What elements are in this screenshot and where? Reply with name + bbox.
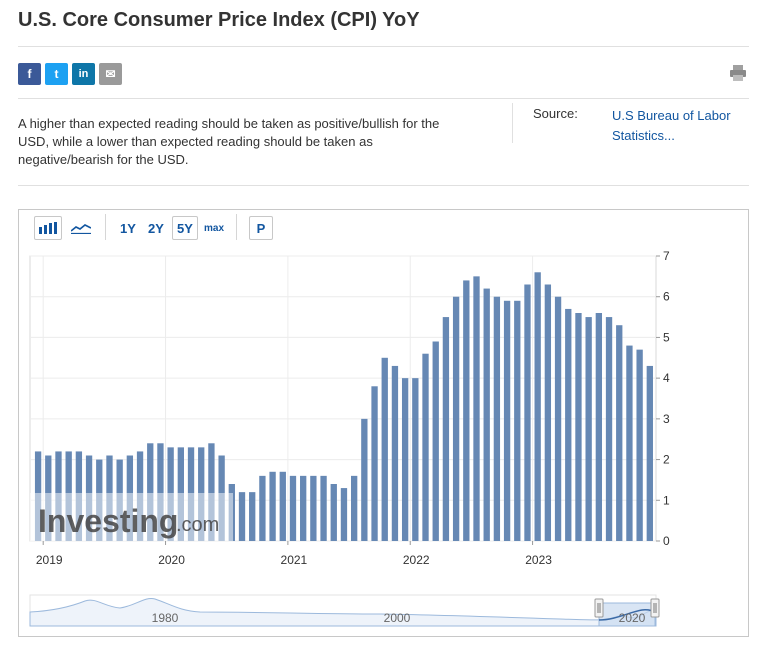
range-5y-button[interactable]: 5Y: [172, 216, 198, 240]
watermark-suffix: .com: [176, 514, 219, 536]
toolbar-separator: [236, 214, 237, 240]
navigator-handle[interactable]: [594, 598, 604, 618]
toolbar-separator: [105, 214, 106, 240]
bar: [463, 280, 470, 541]
bar: [534, 272, 541, 541]
y-tick-label: 6: [663, 290, 670, 304]
navigator-label: 2020: [619, 611, 646, 625]
bar: [565, 308, 572, 541]
bar: [626, 345, 633, 541]
p-button[interactable]: P: [249, 216, 273, 240]
range-navigator[interactable]: 1980 2000 2020: [29, 594, 660, 627]
bar: [289, 475, 297, 541]
title-divider: [18, 46, 749, 47]
bar: [575, 313, 582, 541]
watermark-brand: Investing: [38, 503, 178, 539]
bar: [300, 475, 307, 541]
bar: [279, 471, 286, 541]
bar: [503, 300, 511, 541]
email-icon[interactable]: ✉: [99, 63, 122, 85]
y-axis-ticks: 0 1 2 3 4 5 6 7: [656, 249, 670, 548]
page-title: U.S. Core Consumer Price Index (CPI) YoY: [18, 9, 420, 31]
bar: [259, 475, 266, 541]
y-tick-label: 2: [663, 453, 670, 467]
info-divider: [18, 185, 749, 186]
x-tick-label: 2021: [281, 553, 308, 567]
bar: [646, 365, 653, 541]
range-max-button[interactable]: max: [203, 222, 224, 234]
bar: [412, 378, 419, 541]
bar: [320, 475, 327, 541]
bar: [493, 296, 501, 541]
bar: [310, 475, 317, 541]
bar: [391, 365, 399, 541]
bar: [401, 378, 409, 541]
bar: [524, 284, 531, 541]
x-tick-label: 2023: [525, 553, 552, 567]
y-tick-label: 4: [663, 371, 670, 385]
bar: [361, 418, 368, 541]
bar: [452, 296, 460, 541]
bar: [442, 317, 450, 541]
share-divider: [18, 98, 749, 99]
bar: [371, 386, 378, 541]
bar: [381, 357, 388, 541]
bar: [636, 349, 643, 541]
twitter-icon[interactable]: t: [45, 63, 68, 85]
bar: [422, 353, 429, 541]
navigator-label: 2000: [384, 611, 411, 625]
info-separator: [512, 103, 513, 143]
y-tick-label: 5: [663, 330, 670, 344]
linkedin-icon[interactable]: in: [72, 63, 95, 85]
printer-icon[interactable]: [729, 64, 747, 82]
bar: [473, 276, 480, 541]
source-label: Source:: [533, 106, 578, 121]
area-chart-icon[interactable]: [67, 216, 95, 240]
bar: [208, 443, 215, 541]
bar: [514, 300, 521, 541]
bar: [544, 284, 552, 541]
bar: [554, 296, 562, 541]
bar: [340, 488, 348, 541]
y-tick-label: 7: [663, 249, 670, 263]
share-bar: f t in ✉: [18, 63, 122, 85]
navigator-label: 1980: [152, 611, 179, 625]
investing-watermark: Investing .com: [30, 493, 233, 541]
bar: [238, 492, 246, 541]
indicator-description: A higher than expected reading should be…: [18, 116, 440, 167]
bar: [483, 288, 490, 541]
bar: [432, 341, 439, 541]
bar: [595, 313, 603, 541]
facebook-icon[interactable]: f: [18, 63, 41, 85]
bar: [351, 475, 358, 541]
x-tick-label: 2019: [36, 553, 63, 567]
bar: [330, 484, 337, 541]
bar: [147, 443, 154, 541]
range-1y-button[interactable]: 1Y: [120, 220, 136, 236]
bar-chart-icon[interactable]: [34, 216, 62, 240]
x-axis-ticks: 2019 2020 2021 2022 2023: [36, 541, 552, 567]
y-tick-label: 3: [663, 412, 670, 426]
y-tick-label: 0: [663, 534, 670, 548]
bar: [616, 325, 623, 541]
source-link[interactable]: U.S Bureau of Labor Statistics...: [612, 108, 731, 143]
bar: [605, 317, 613, 541]
bar: [585, 317, 592, 541]
navigator-handle[interactable]: [650, 598, 660, 618]
range-2y-button[interactable]: 2Y: [148, 220, 164, 236]
chart-toolbar: 1Y 2Y 5Y max P: [19, 210, 748, 246]
x-tick-label: 2022: [403, 553, 430, 567]
y-tick-label: 1: [663, 493, 670, 507]
x-tick-label: 2020: [158, 553, 185, 567]
bar: [249, 492, 256, 541]
chart-grid: [29, 255, 657, 542]
bar: [157, 443, 164, 541]
bar: [269, 471, 276, 541]
